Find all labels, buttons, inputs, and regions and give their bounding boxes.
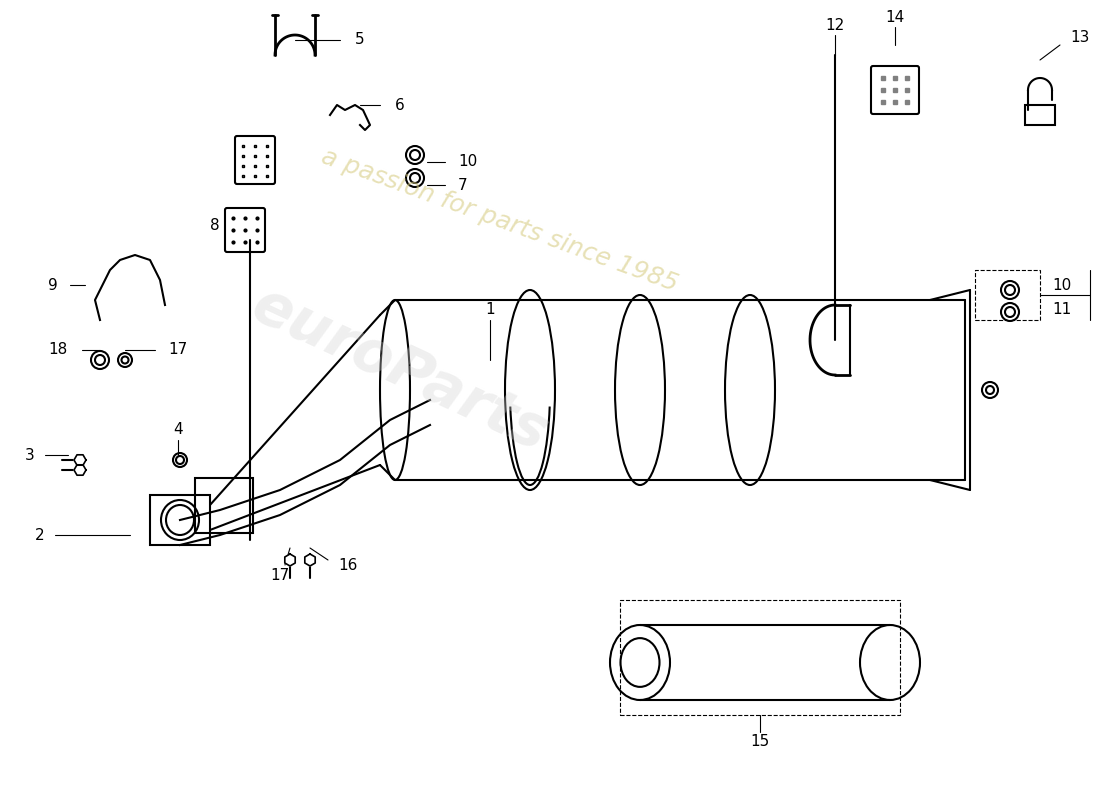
Text: a passion for parts since 1985: a passion for parts since 1985	[318, 144, 682, 296]
Text: euroParts: euroParts	[243, 277, 557, 463]
Text: 15: 15	[750, 734, 770, 750]
FancyBboxPatch shape	[871, 66, 918, 114]
Polygon shape	[305, 554, 316, 566]
Text: 12: 12	[825, 18, 845, 33]
Circle shape	[118, 353, 132, 367]
FancyBboxPatch shape	[226, 208, 265, 252]
Bar	[150, 495, 210, 545]
Text: 17: 17	[271, 567, 289, 582]
Bar	[620, 600, 900, 715]
Bar	[1025, 105, 1055, 125]
Text: 10: 10	[458, 154, 477, 170]
Text: 8: 8	[210, 218, 220, 233]
Text: 18: 18	[48, 342, 68, 358]
Text: 14: 14	[886, 10, 904, 25]
Text: 9: 9	[48, 278, 58, 293]
Text: 5: 5	[355, 33, 364, 47]
Circle shape	[1001, 303, 1019, 321]
Circle shape	[982, 382, 998, 398]
Text: 16: 16	[338, 558, 358, 573]
Text: 11: 11	[1052, 302, 1071, 318]
Circle shape	[173, 453, 187, 467]
Polygon shape	[74, 465, 86, 475]
Text: 17: 17	[168, 342, 187, 358]
Text: 3: 3	[25, 447, 35, 462]
Text: 4: 4	[173, 422, 183, 438]
Circle shape	[91, 351, 109, 369]
Circle shape	[1001, 281, 1019, 299]
Polygon shape	[74, 455, 86, 465]
Text: 1: 1	[485, 302, 495, 318]
Text: 2: 2	[35, 527, 45, 542]
Text: 7: 7	[458, 178, 468, 193]
Bar	[195, 478, 253, 533]
FancyBboxPatch shape	[235, 136, 275, 184]
Polygon shape	[285, 554, 295, 566]
Text: 10: 10	[1052, 278, 1071, 293]
Bar	[975, 270, 1040, 320]
Text: 6: 6	[395, 98, 405, 113]
Text: 13: 13	[1070, 30, 1089, 46]
